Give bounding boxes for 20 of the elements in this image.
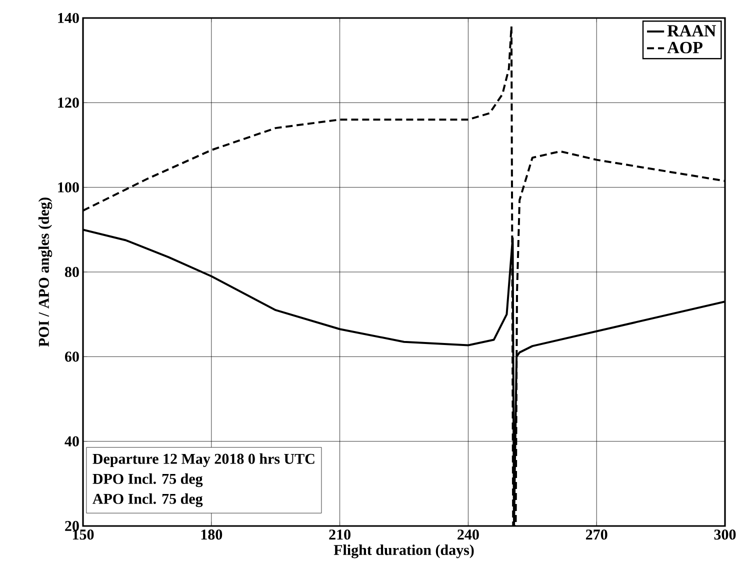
y-tick-label: 80 bbox=[64, 266, 79, 278]
x-tick-label: 240 bbox=[458, 530, 479, 540]
annotation: APO Incl. 75 deg bbox=[92, 493, 203, 508]
annotation: Departure 12 May 2018 0 hrs UTC bbox=[92, 453, 314, 468]
x-tick-label: 150 bbox=[72, 530, 94, 540]
x-axis-title: Flight duration (days) bbox=[334, 544, 474, 558]
y-tick-label: 40 bbox=[64, 436, 79, 446]
y-tick-label: 100 bbox=[58, 182, 79, 192]
x-tick-label: 180 bbox=[201, 530, 222, 540]
y-tick-label: 120 bbox=[58, 98, 79, 108]
x-tick-label: 210 bbox=[329, 530, 350, 540]
y-axis-title: POI / APO angles (deg) bbox=[38, 198, 52, 347]
annotation: DPO Incl. 75 deg bbox=[92, 473, 203, 488]
y-tick-label: 140 bbox=[58, 12, 79, 24]
x-tick-label: 300 bbox=[714, 530, 736, 540]
legend-label: AOP bbox=[667, 42, 702, 54]
x-tick-label: 270 bbox=[586, 530, 608, 540]
y-tick-label: 60 bbox=[64, 352, 79, 362]
legend-label: RAAN bbox=[667, 25, 716, 36]
y-tick-label: 20 bbox=[65, 520, 79, 532]
